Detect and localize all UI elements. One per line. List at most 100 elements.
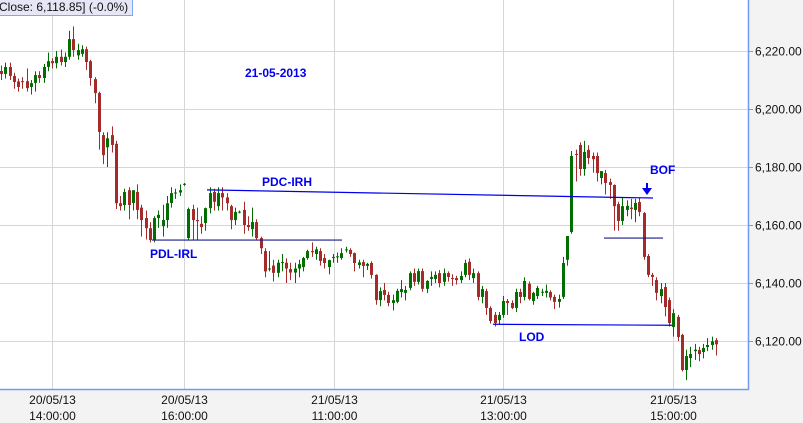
candle-down: [21, 77, 24, 89]
candle-up: [417, 268, 420, 285]
candle-body: [77, 50, 80, 56]
candle-body: [579, 144, 582, 170]
candle-body: [702, 347, 705, 353]
candle-down: [438, 269, 441, 288]
candle-body: [523, 280, 526, 297]
candle-up: [34, 71, 37, 92]
candle-up: [251, 207, 254, 237]
candle-body: [243, 209, 246, 225]
candle-down: [468, 258, 471, 281]
candle-up: [481, 285, 484, 304]
candle-down: [664, 283, 667, 317]
candle-down: [89, 59, 92, 86]
candle-body: [217, 193, 220, 207]
candle-up: [106, 132, 109, 167]
date-annotation: 21-05-2013: [245, 66, 307, 80]
candle-up: [123, 188, 126, 211]
candle-body: [630, 207, 633, 210]
candle-body: [68, 39, 71, 57]
candle-body: [583, 151, 586, 170]
candle-body: [106, 138, 109, 148]
candle-up: [306, 249, 309, 260]
candle-body: [345, 249, 348, 251]
candle-body: [413, 273, 416, 282]
x-tick-time: 14:00:00: [29, 409, 76, 423]
candle-body: [485, 291, 488, 308]
candle-body: [421, 271, 424, 289]
candle-down: [609, 178, 612, 199]
candle-body: [664, 287, 667, 308]
candle-up: [204, 207, 207, 231]
candle-up: [694, 343, 697, 360]
candle-body: [196, 220, 199, 222]
x-tick-time: 13:00:00: [480, 409, 527, 423]
candle-up: [626, 200, 629, 217]
candle-body: [472, 273, 475, 279]
candle-body: [426, 280, 429, 289]
candle-down: [349, 248, 352, 257]
candle-body: [685, 356, 688, 370]
candle-body: [9, 66, 12, 76]
candle-body: [162, 220, 165, 227]
candle-up: [400, 280, 403, 298]
candle-body: [464, 262, 467, 275]
candle-down: [13, 72, 16, 89]
candle-up: [532, 291, 535, 305]
candle-body: [358, 262, 361, 266]
candle-body: [349, 249, 352, 254]
candle-up: [443, 268, 446, 286]
candle-body: [617, 204, 620, 221]
candle-body: [38, 75, 41, 78]
candle-body: [460, 276, 463, 281]
candle-body: [643, 213, 646, 257]
candle-body: [502, 300, 505, 315]
candle-up: [570, 151, 573, 234]
candle-body: [477, 273, 480, 297]
candle-body: [298, 264, 301, 269]
pdl-irl-label: PDL-IRL: [150, 247, 197, 261]
candle-down: [285, 258, 288, 283]
candle-down: [592, 152, 595, 173]
candle-body: [13, 75, 16, 83]
candle-body: [647, 256, 650, 275]
candle-body: [570, 155, 573, 232]
candle-down: [26, 68, 29, 92]
candle-up: [170, 187, 173, 208]
candle-body: [238, 211, 241, 213]
candle-body: [306, 251, 309, 259]
candle-up: [409, 271, 412, 291]
candle-body: [255, 222, 258, 239]
y-axis-ticks: 6,120.00 6,140.00 6,160.00 6,180.00 6,200.00…: [748, 45, 802, 349]
candle-body: [549, 291, 552, 298]
candle-down: [128, 187, 131, 220]
candle-up: [460, 271, 463, 283]
candle-body: [660, 289, 663, 297]
candle-body: [396, 290, 399, 302]
candle-up: [281, 254, 284, 272]
candle-up: [536, 285, 539, 299]
candle-body: [545, 290, 548, 293]
candle-down: [549, 290, 552, 301]
candle-body: [694, 349, 697, 352]
candle-body: [115, 143, 118, 204]
candle-body: [272, 265, 275, 273]
down-arrow-icon: [642, 183, 652, 195]
candle-up: [340, 248, 343, 260]
candle-down: [613, 184, 616, 231]
x-tick-time: 16:00:00: [161, 409, 208, 423]
candle-body: [430, 276, 433, 279]
candle-body: [379, 291, 382, 301]
candle-down: [51, 58, 54, 69]
candle-down: [145, 210, 148, 240]
candle-body: [494, 314, 497, 324]
candle-body: [370, 262, 373, 275]
y-tick-label: 6,140.00: [755, 277, 802, 291]
close-info-box: Close: 6,118.85] (-0.0%): [0, 0, 134, 16]
candle-down: [638, 197, 641, 217]
candle-body: [443, 273, 446, 282]
candle-down: [213, 188, 216, 211]
candle-up: [217, 187, 220, 211]
candle-body: [434, 274, 437, 279]
x-tick-time: 15:00:00: [650, 409, 697, 423]
candle-body: [204, 208, 207, 223]
